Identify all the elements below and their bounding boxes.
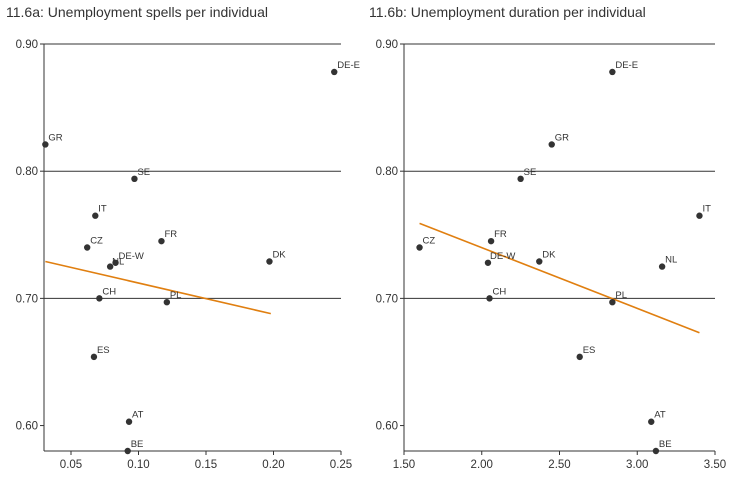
chart-a-point-label-ch: CH <box>102 286 116 297</box>
chart-a-point-gr <box>42 141 49 148</box>
chart-a-point-label-cz: CZ <box>90 236 103 247</box>
chart-b-point-label-es: ES <box>583 345 596 356</box>
chart-b-point-de-w <box>484 259 492 266</box>
chart-a-point-se <box>131 175 138 183</box>
chart-b-point-label-se: SE <box>524 167 537 178</box>
chart-b-point-it <box>696 212 703 219</box>
chart-b-point-at <box>648 418 655 425</box>
chart-b-point-label-cz: CZ <box>423 236 436 247</box>
chart-b-point-de-e <box>609 68 616 76</box>
chart-b-y-tick-label: 0.90 <box>376 39 398 51</box>
chart-b-panel: 0.60 0.70 0.80 0.90 1.50 2.00 2.50 3.00 3.50 DE-E… <box>376 39 727 471</box>
chart-a-point-nl <box>106 263 114 270</box>
chart-b-point-label-pl: PL <box>615 290 627 301</box>
chart-a-panel: 0.60 0.70 0.80 0.90 0.05 0.10 0.15 0.20 0.25 DE-E… <box>16 39 360 471</box>
chart-a-point-de-w <box>112 259 119 266</box>
chart-a-point-es <box>90 353 98 361</box>
chart-b-x-tick-label: 2.50 <box>548 459 570 471</box>
chart-a-x-tick-label: 0.20 <box>262 459 284 471</box>
chart-b-title: 11.6b: Unemployment duration per individ… <box>369 4 646 20</box>
chart-a-point-ch <box>96 295 103 302</box>
chart-b-x-tick-label: 1.50 <box>393 459 415 471</box>
chart-a-point-label-be: BE <box>131 439 144 450</box>
chart-a-point-fr <box>158 237 165 245</box>
chart-a-point-at <box>125 418 133 425</box>
chart-a-point-label-es: ES <box>97 345 110 356</box>
chart-a-x-tick-label: 0.10 <box>127 459 149 471</box>
chart-b-point-dk <box>536 258 543 265</box>
chart-b-point-ch <box>486 295 493 302</box>
chart-a-point-label-dk: DK <box>272 249 286 260</box>
chart-a-point-label-fr: FR <box>164 229 177 240</box>
chart-b-point-label-fr: FR <box>494 229 507 240</box>
chart-b-point-label-be: BE <box>659 439 672 450</box>
chart-b-point-label-nl: NL <box>665 255 677 266</box>
chart-a-point-de-e <box>331 68 338 76</box>
chart-b-point-label-gr: GR <box>555 132 569 143</box>
chart-a-y-tick-label: 0.90 <box>16 39 38 51</box>
chart-b-point-label-at: AT <box>654 410 666 421</box>
chart-b-point-be <box>652 447 660 455</box>
chart-a-y-tick-label: 0.80 <box>16 166 38 178</box>
chart-a-y-tick-label: 0.60 <box>16 421 38 433</box>
chart-a-y-tick-label: 0.70 <box>16 293 38 305</box>
chart-b-point-label-it: IT <box>702 204 711 215</box>
chart-a-point-label-se: SE <box>137 167 150 178</box>
chart-b-point-es <box>576 353 583 361</box>
chart-a-x-tick-label: 0.05 <box>60 459 82 471</box>
chart-b-point-pl <box>609 298 616 306</box>
chart-b-point-nl <box>658 263 666 270</box>
chart-a-point-label-at: AT <box>132 410 144 421</box>
chart-b-point-label-ch: CH <box>493 286 507 297</box>
chart-b-point-se <box>517 175 524 183</box>
chart-b-fit-line <box>419 222 700 334</box>
chart-a-point-label-nl: NL <box>112 257 124 268</box>
chart-a-x-tick-label: 0.25 <box>330 459 352 471</box>
chart-a-point-it <box>92 212 99 219</box>
chart-b-point-gr <box>548 141 555 148</box>
chart-b-y-tick-label: 0.80 <box>376 166 398 178</box>
chart-b-point-label-de-e: DE-E <box>615 60 638 71</box>
chart-b-point-label-dk: DK <box>542 249 556 260</box>
chart-a-point-dk <box>266 258 273 265</box>
chart-a-point-be <box>124 447 131 455</box>
chart-a-point-label-gr: GR <box>48 132 62 143</box>
chart-b-x-tick-label: 3.50 <box>704 459 726 471</box>
chart-a-point-label-it: IT <box>98 204 107 215</box>
chart-a-point-cz <box>84 244 91 251</box>
chart-a-fit-line <box>45 260 271 315</box>
chart-b-point-label-de-w: DE-W <box>490 251 515 262</box>
chart-b-y-tick-label: 0.70 <box>376 293 398 305</box>
chart-a-point-label-de-e: DE-E <box>337 60 360 71</box>
chart-a-point-label-pl: PL <box>170 290 182 301</box>
chart-a-point-label-de-w: DE-W <box>119 251 144 262</box>
chart-b-x-tick-label: 2.00 <box>471 459 493 471</box>
chart-b-point-fr <box>487 237 495 245</box>
chart-a-title: 11.6a: Unemployment spells per individua… <box>6 4 268 20</box>
chart-a-x-tick-label: 0.15 <box>195 459 217 471</box>
chart-b-x-tick-label: 3.00 <box>626 459 648 471</box>
chart-a-point-pl <box>163 298 171 306</box>
chart-b-y-tick-label: 0.60 <box>376 421 398 433</box>
chart-b-point-cz <box>416 244 423 251</box>
